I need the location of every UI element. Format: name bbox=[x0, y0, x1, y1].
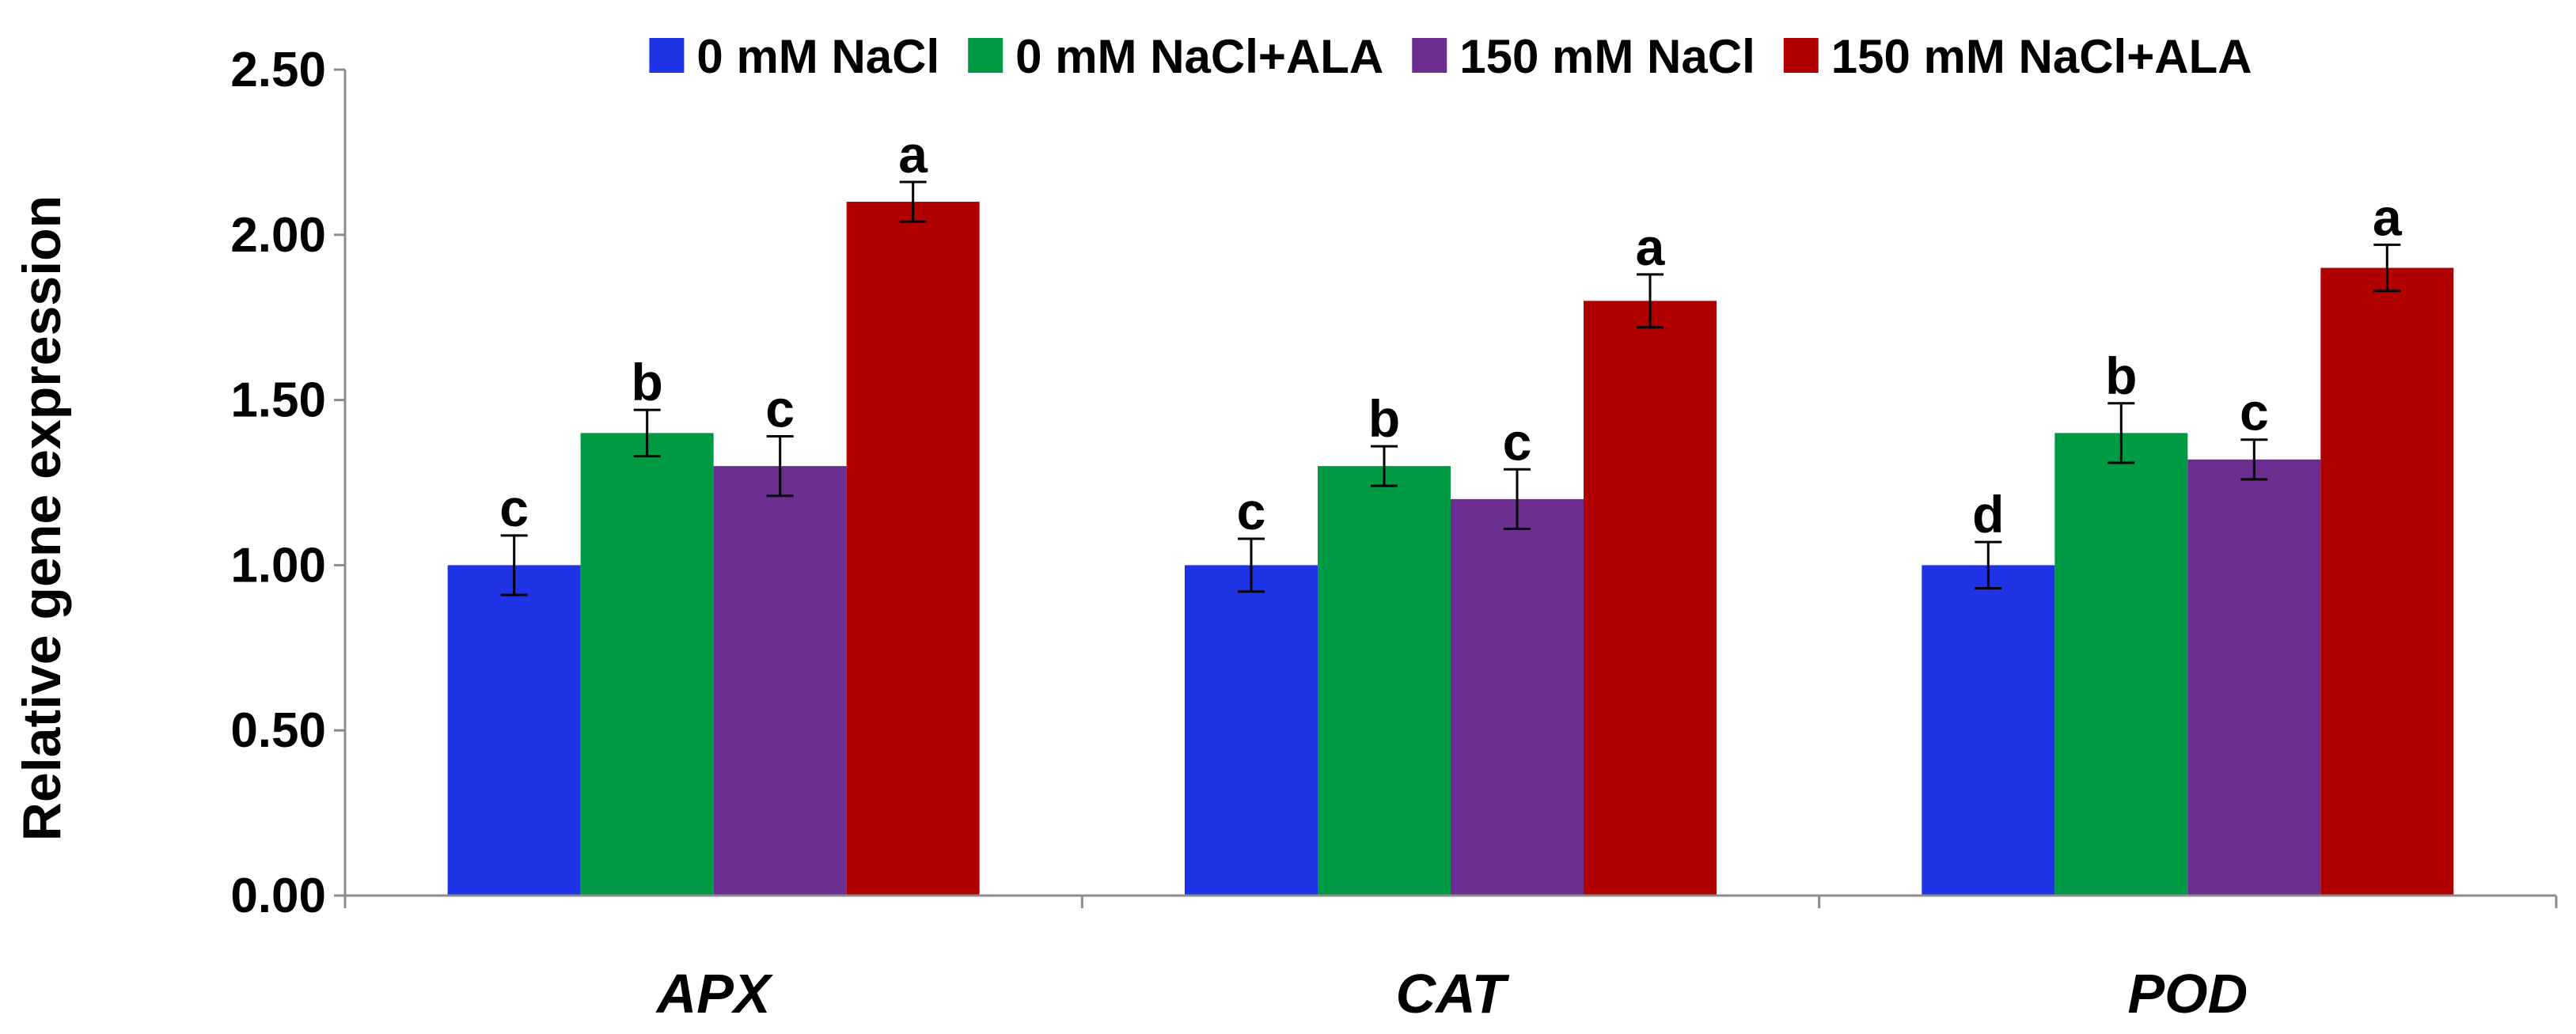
legend-swatch bbox=[649, 38, 685, 73]
bar bbox=[2320, 267, 2454, 896]
legend-label: 0 mM NaCl+ALA bbox=[1015, 30, 1383, 83]
legend-swatch bbox=[1412, 38, 1447, 73]
significance-letter: b bbox=[2105, 347, 2137, 405]
significance-letter: a bbox=[2373, 187, 2403, 246]
significance-letter: c bbox=[2240, 383, 2269, 441]
bar bbox=[447, 565, 581, 896]
significance-letter: c bbox=[499, 479, 529, 537]
y-tick-label: 0.50 bbox=[230, 703, 326, 758]
significance-letter: b bbox=[632, 353, 663, 411]
legend-label: 0 mM NaCl bbox=[696, 30, 939, 83]
legend: 0 mM NaCl 0 mM NaCl+ALA 150 mM NaCl 150 mM … bbox=[649, 30, 2252, 83]
x-category-label: POD bbox=[2127, 963, 2248, 1025]
legend-label: 150 mM NaCl+ALA bbox=[1831, 30, 2252, 83]
legend-swatch bbox=[968, 38, 1003, 73]
significance-letters-layer: c b c a c b c a d b c a bbox=[499, 125, 2403, 544]
axes-layer: 0.00 0.50 1.00 1.50 2.00 2.50 APX CAT POD bbox=[230, 43, 2558, 1025]
bar bbox=[2187, 459, 2321, 896]
y-tick-label: 1.50 bbox=[230, 373, 326, 428]
bar bbox=[580, 433, 714, 896]
significance-letter: d bbox=[1972, 485, 2004, 544]
legend-swatch bbox=[1783, 38, 1819, 73]
legend-label: 150 mM NaCl bbox=[1459, 30, 1755, 83]
significance-letter: c bbox=[1237, 482, 1266, 540]
significance-letter: b bbox=[1368, 389, 1400, 448]
y-tick-label: 2.50 bbox=[230, 43, 326, 97]
bar bbox=[1185, 565, 1318, 896]
bar bbox=[1451, 498, 1584, 896]
bar bbox=[2054, 433, 2188, 896]
significance-letter: c bbox=[765, 380, 795, 438]
bar bbox=[1922, 565, 2055, 896]
error-bars-layer bbox=[500, 180, 2401, 597]
bar bbox=[1584, 301, 1717, 896]
significance-letter: a bbox=[898, 125, 928, 184]
y-tick-label: 1.00 bbox=[230, 538, 326, 593]
bar bbox=[1318, 466, 1451, 896]
y-tick-label: 2.00 bbox=[230, 208, 326, 263]
x-category-label: APX bbox=[655, 963, 774, 1025]
y-axis-title: Relative gene expression bbox=[12, 195, 72, 841]
bars-layer bbox=[447, 202, 2454, 896]
y-tick-label: 0.00 bbox=[230, 869, 326, 923]
bar bbox=[846, 202, 980, 896]
significance-letter: a bbox=[1636, 218, 1666, 276]
significance-letter: c bbox=[1503, 412, 1532, 471]
bar bbox=[713, 466, 847, 896]
x-category-label: CAT bbox=[1396, 963, 1510, 1025]
